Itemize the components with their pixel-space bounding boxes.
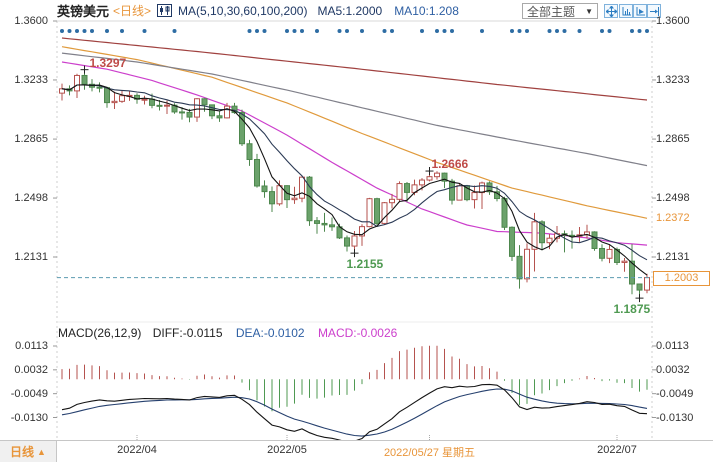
go-latest-icon[interactable] [633, 4, 647, 18]
event-dots [60, 29, 649, 33]
extreme-markers [80, 65, 644, 303]
price-axis-label-right: 1.2865 [656, 133, 690, 146]
extreme-price-annotation: 1.2155 [346, 257, 384, 272]
macd-axis-label-left: 0.0113 [15, 340, 48, 352]
triangle-up-icon: ▲ [37, 446, 46, 457]
price-axis-label-left: 1.2131 [14, 251, 48, 263]
extreme-price-annotation: 1.2666 [431, 157, 469, 172]
short-ma-lines [61, 84, 648, 276]
date-label: 2022/04 [117, 444, 157, 456]
chevron-down-icon: ▼ [585, 6, 593, 16]
price-axis-label-left: 1.2865 [14, 133, 48, 146]
bottom-axis-bar: 日线 ▲ 2022/04 2022/05 2022/05/27 星期五 2022/07 [0, 440, 713, 462]
grid [53, 20, 656, 440]
period-tag: <日线> [113, 4, 152, 18]
macd-axis-label-right: 0.0113 [656, 340, 689, 352]
symbol-name: 英镑美元 [57, 4, 110, 19]
period-label: 日线 [10, 445, 35, 459]
macd-axis-label-left: -0.0049 [10, 387, 48, 400]
price-axis-label-left: 1.3600 [14, 15, 48, 27]
last-price-badge: 1.2003 [653, 270, 710, 286]
candlestick-chart-icon [157, 4, 173, 17]
extreme-price-annotation: 1.3297 [89, 55, 127, 70]
chart-header: 英镑美元 <日线> MA(5,10,30,60,100,200) MA5:1.2… [57, 2, 459, 20]
y-axis-scale-icon[interactable] [619, 4, 633, 18]
macd-histogram [61, 345, 648, 412]
theme-dropdown-label: 全部主题 [527, 4, 576, 19]
ma60-axis-value: 1.2372 [656, 212, 690, 225]
ma5-value-label: MA5:1.2000 [317, 3, 383, 18]
theme-dropdown[interactable]: 全部主题 ▼ [522, 3, 598, 19]
price-axis-label-right: 1.3600 [656, 15, 690, 27]
macd-header: MACD(26,12,9) DIFF:-0.0115 DEA:-0.0102 M… [58, 326, 397, 340]
price-axis-label-right: 1.2498 [656, 192, 690, 205]
macd-lines [61, 383, 648, 443]
macd-diff-label: DIFF:-0.0115 [152, 326, 223, 340]
macd-axis-label-left: 0.0032 [14, 363, 48, 376]
date-label: 2022/05 [267, 444, 307, 456]
price-axis-label-left: 1.3233 [14, 73, 48, 86]
ma-overlays [61, 37, 648, 246]
date-label: 2022/07 [597, 444, 637, 456]
period-selector[interactable]: 日线 ▲ [0, 441, 57, 462]
ma-settings-label: MA(5,10,30,60,100,200) [178, 3, 308, 18]
candles [59, 69, 650, 299]
price-axis-label-left: 1.2498 [14, 192, 48, 205]
macd-axis-label-right: 0.0032 [656, 363, 690, 376]
price-axis-label-right: 1.3233 [656, 73, 690, 86]
pan-icon[interactable] [604, 4, 618, 18]
extreme-price-annotation: 1.1875 [613, 302, 651, 317]
ma10-value-label: MA10:1.208 [394, 3, 459, 18]
macd-dea-label: DEA:-0.0102 [235, 326, 305, 340]
price-axis-label-right: 1.2131 [656, 251, 690, 263]
macd-settings-label: MACD(26,12,9) [58, 326, 142, 340]
collapse-right-icon[interactable] [647, 4, 661, 18]
macd-axis-label-right: -0.0130 [656, 411, 694, 424]
macd-axis-label-left: -0.0130 [10, 411, 48, 424]
date-label-selected: 2022/05/27 星期五 [383, 447, 476, 459]
macd-macd-label: MACD:-0.0026 [317, 326, 398, 340]
macd-axis-label-right: -0.0049 [656, 387, 694, 400]
